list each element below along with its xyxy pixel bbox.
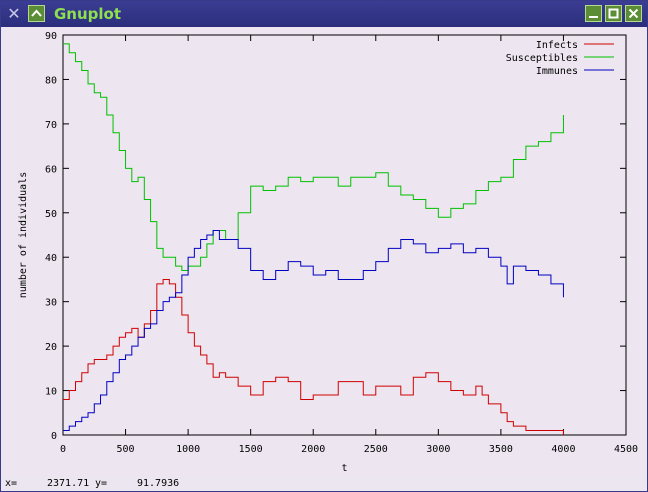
y-tick-label: 20 [45, 342, 57, 353]
title-bar[interactable]: ✕ Gnuplot [1, 1, 647, 27]
x-tick-label: 2500 [364, 444, 388, 455]
x-tick-label: 4000 [551, 444, 575, 455]
y-tick-label: 70 [45, 120, 57, 131]
y-tick-label: 90 [45, 31, 57, 42]
x-tick-label: 1000 [176, 444, 200, 455]
series-line-immunes [63, 230, 564, 432]
window-title: Gnuplot [54, 5, 122, 23]
x-tick-label: 500 [117, 444, 135, 455]
series-line-infects [63, 278, 564, 435]
y-tick-label: 60 [45, 164, 57, 175]
legend-label-susceptibles: Susceptibles [506, 53, 578, 64]
y-tick-label: 80 [45, 75, 57, 86]
x-tick-label: 2000 [301, 444, 325, 455]
y-tick-label: 10 [45, 387, 57, 398]
legend-label-immunes: Immunes [536, 66, 578, 77]
status-x-value: 2371.71 [47, 478, 90, 489]
status-y-label: y= [95, 478, 108, 489]
series-line-susceptibles [63, 43, 564, 272]
status-y-value: 91.7936 [137, 478, 180, 489]
x-axis-label: t [341, 463, 347, 474]
menu-chevron-icon[interactable] [28, 5, 45, 22]
status-bar: x= 2371.71 y= 91.7936 [1, 475, 647, 491]
legend-label-infects: Infects [536, 40, 578, 51]
y-tick-label: 40 [45, 253, 57, 264]
close-x-icon[interactable]: ✕ [7, 4, 21, 23]
plot-area[interactable]: 0 10 20 30 40 50 60 70 80 90 0 500 1000 1500 2000 2500 3… [1, 27, 647, 475]
x-tick-label: 4500 [614, 444, 638, 455]
y-tick-label: 50 [45, 209, 57, 220]
maximize-icon[interactable] [605, 5, 622, 22]
x-tick-label: 1500 [239, 444, 263, 455]
chart[interactable]: 0 10 20 30 40 50 60 70 80 90 0 500 1000 1500 2000 2500 3… [1, 27, 647, 475]
y-tick-label: 0 [51, 431, 57, 442]
y-axis-label: number of individuals [18, 172, 29, 298]
minimize-icon[interactable] [585, 5, 602, 22]
y-tick-label: 30 [45, 298, 57, 309]
x-tick-label: 0 [60, 444, 66, 455]
close-icon[interactable] [625, 5, 642, 22]
status-x-label: x= [5, 478, 18, 489]
x-tick-label: 3500 [489, 444, 513, 455]
x-tick-label: 3000 [426, 444, 450, 455]
plot-frame [62, 34, 627, 436]
